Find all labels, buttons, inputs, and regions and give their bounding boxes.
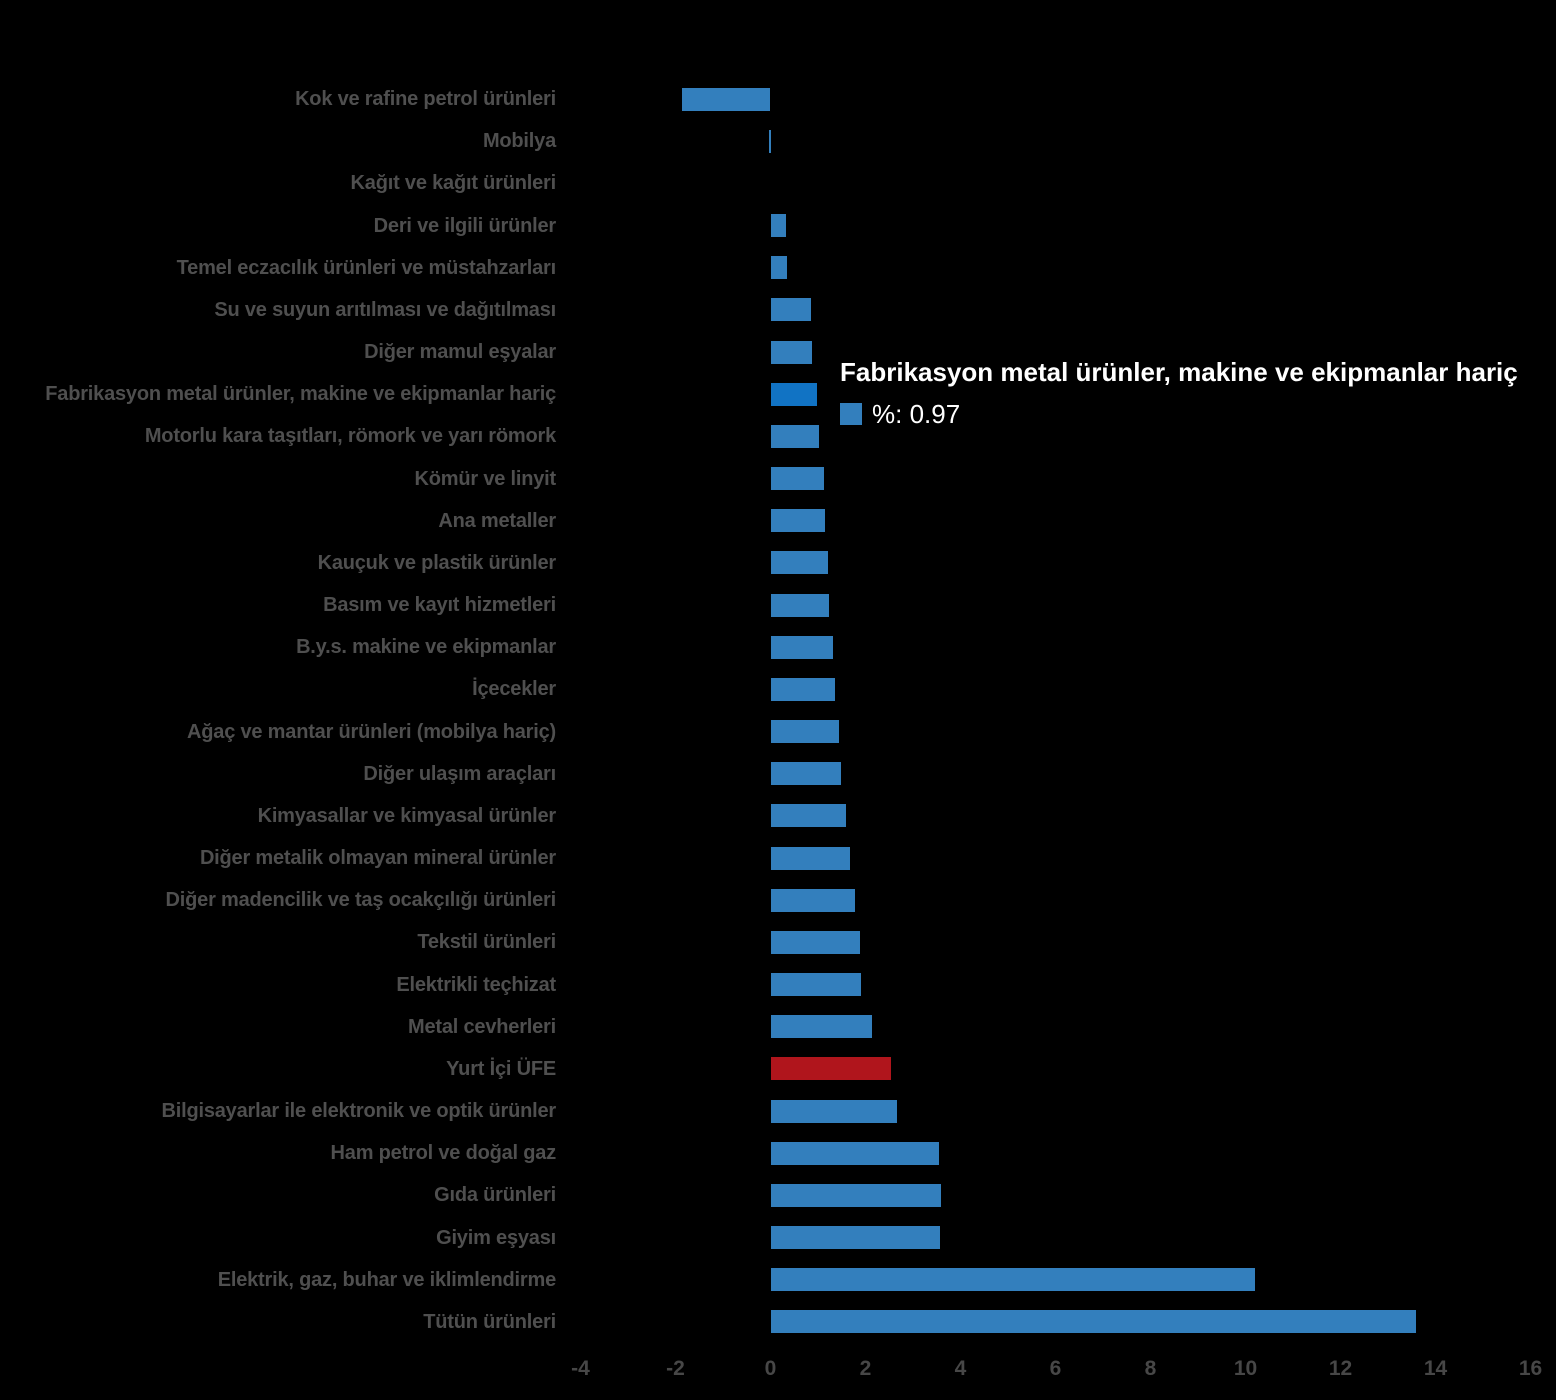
x-tick-label: 0 — [764, 1357, 777, 1380]
category-label: İçecekler — [472, 678, 556, 701]
bar[interactable] — [770, 804, 847, 828]
bar[interactable] — [770, 424, 820, 448]
category-label: Yurt İçi ÜFE — [446, 1057, 556, 1080]
category-label: Basım ve kayıt hizmetleri — [323, 594, 556, 617]
bar[interactable] — [770, 1141, 940, 1165]
category-label: Ham petrol ve doğal gaz — [330, 1142, 557, 1165]
x-tick-label: 4 — [954, 1357, 967, 1380]
bar[interactable] — [770, 1268, 1256, 1292]
category-label: Deri ve ilgili ürünler — [373, 214, 557, 237]
category-label: Kağıt ve kağıt ürünleri — [350, 172, 557, 195]
tooltip-value: %: 0.97 — [872, 399, 961, 429]
category-label: Kömür ve linyit — [414, 467, 557, 490]
bar[interactable] — [770, 888, 856, 912]
bar[interactable] — [770, 467, 825, 491]
category-label: Diğer madencilik ve taş ocakçılığı ürünl… — [165, 889, 557, 912]
category-label: Ana metaller — [438, 509, 556, 532]
bar[interactable] — [770, 256, 788, 280]
category-label: Elektrikli teçhizat — [396, 973, 556, 996]
x-tick-label: -2 — [666, 1357, 685, 1380]
tooltip-value-row: %: 0.97 — [840, 400, 1518, 428]
bar[interactable] — [770, 1183, 941, 1207]
category-label: Kimyasallar ve kimyasal ürünler — [257, 804, 557, 827]
bar[interactable] — [770, 593, 830, 617]
category-label: Bilgisayarlar ile elektronik ve optik ür… — [161, 1100, 557, 1123]
category-label: Metal cevherleri — [408, 1015, 556, 1038]
bar[interactable] — [770, 1310, 1417, 1334]
bar[interactable] — [770, 551, 829, 575]
bar[interactable] — [770, 635, 833, 659]
bar[interactable] — [770, 677, 836, 701]
bar[interactable] — [770, 930, 860, 954]
legend-swatch-icon — [840, 403, 862, 425]
category-label: Ağaç ve mantar ürünleri (mobilya hariç) — [187, 720, 556, 743]
category-label: B.y.s. makine ve ekipmanlar — [296, 636, 556, 659]
bar[interactable] — [770, 340, 813, 364]
category-label: Tekstil ürünleri — [417, 931, 556, 954]
x-tick-label: 6 — [1049, 1357, 1062, 1380]
x-tick-label: -4 — [571, 1357, 590, 1380]
bar[interactable] — [770, 509, 825, 533]
bar[interactable] — [768, 129, 771, 153]
bar[interactable] — [770, 846, 850, 870]
category-label: Su ve suyun arıtılması ve dağıtılması — [214, 298, 556, 321]
bar[interactable] — [770, 1015, 873, 1039]
category-label: Fabrikasyon metal ürünler, makine ve eki… — [45, 383, 556, 406]
bar[interactable] — [770, 1099, 897, 1123]
category-label: Giyim eşyası — [436, 1226, 556, 1249]
category-label: Temel eczacılık ürünleri ve müstahzarlar… — [176, 256, 557, 279]
x-tick-label: 12 — [1328, 1357, 1353, 1380]
category-label: Diğer mamul eşyalar — [364, 341, 556, 364]
bar[interactable] — [770, 720, 839, 744]
category-label: Kok ve rafine petrol ürünleri — [295, 88, 556, 110]
bar[interactable] — [770, 1226, 940, 1250]
x-tick-label: 14 — [1423, 1357, 1448, 1380]
category-label: Diğer ulaşım araçları — [363, 762, 556, 785]
category-label: Diğer metalik olmayan mineral ürünler — [199, 847, 556, 870]
x-tick-label: 2 — [859, 1357, 872, 1380]
bar[interactable] — [770, 973, 862, 997]
bar[interactable] — [770, 382, 817, 406]
category-label: Gıda ürünleri — [434, 1184, 556, 1207]
bar[interactable] — [770, 298, 811, 322]
bar[interactable] — [770, 214, 787, 237]
x-tick-label: 16 — [1518, 1357, 1543, 1380]
tooltip-title: Fabrikasyon metal ürünler, makine ve eki… — [840, 357, 1518, 387]
category-label: Mobilya — [482, 130, 556, 153]
bar[interactable] — [770, 1057, 891, 1081]
x-tick-label: 10 — [1233, 1357, 1258, 1380]
category-label: Motorlu kara taşıtları, römork ve yarı r… — [144, 425, 556, 448]
x-tick-label: 8 — [1144, 1357, 1157, 1380]
category-label: Kauçuk ve plastik ürünler — [317, 551, 557, 574]
category-label: Elektrik, gaz, buhar ve iklimlendirme — [217, 1268, 556, 1291]
bar[interactable] — [770, 762, 841, 786]
bar[interactable] — [682, 87, 771, 111]
tooltip: Fabrikasyon metal ürünler, makine ve eki… — [840, 356, 1518, 428]
category-label: Tütün ürünleri — [423, 1310, 556, 1333]
